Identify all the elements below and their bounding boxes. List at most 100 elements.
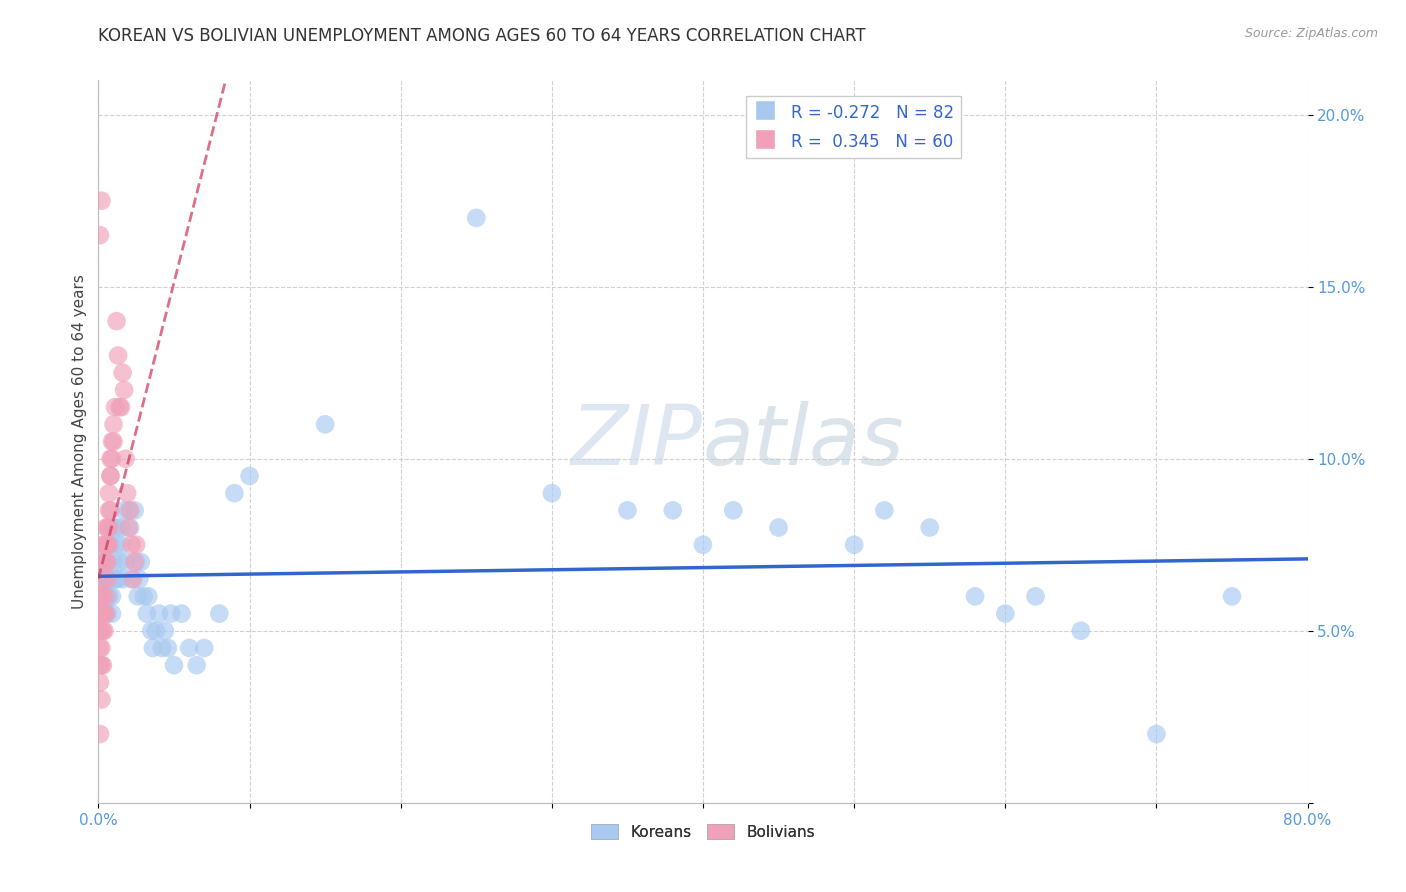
Point [98,486,121,500]
Point [96,572,118,586]
Text: ZIP: ZIP [571,401,703,482]
Point [90,590,112,604]
Point [94,590,117,604]
Point [121,538,143,552]
Point [135,607,157,621]
Point [616,503,638,517]
Point [93,607,115,621]
Point [91,538,114,552]
Point [142,640,165,655]
Point [90,692,112,706]
Point [104,400,127,414]
Point [100,469,122,483]
Point [96,520,118,534]
Point [145,624,167,638]
Point [465,211,488,225]
Point [114,451,136,466]
Point [128,572,150,586]
Point [918,520,941,534]
Point [179,640,201,655]
Point [91,555,114,569]
Point [692,538,714,552]
Point [160,607,183,621]
Point [90,607,112,621]
Point [90,658,112,673]
Point [1220,590,1243,604]
Point [1144,727,1167,741]
Point [118,520,141,534]
Text: atlas: atlas [703,401,904,482]
Point [101,607,124,621]
Point [163,658,186,673]
Point [96,555,118,569]
Point [186,658,208,673]
Point [125,538,148,552]
Point [98,538,121,552]
Point [96,607,118,621]
Point [94,538,117,552]
Point [124,503,146,517]
Point [89,675,111,690]
Point [108,555,131,569]
Point [132,590,155,604]
Point [103,417,125,432]
Point [89,607,111,621]
Point [156,640,179,655]
Point [104,572,127,586]
Point [101,434,124,449]
Point [90,572,112,586]
Point [89,590,111,604]
Point [124,555,146,569]
Point [89,624,111,638]
Text: KOREAN VS BOLIVIAN UNEMPLOYMENT AMONG AGES 60 TO 64 YEARS CORRELATION CHART: KOREAN VS BOLIVIAN UNEMPLOYMENT AMONG AG… [98,27,866,45]
Point [90,624,112,638]
Point [314,417,336,432]
Point [100,451,122,466]
Point [91,572,114,586]
Point [723,503,745,517]
Point [114,555,136,569]
Point [91,590,114,604]
Text: Source: ZipAtlas.com: Source: ZipAtlas.com [1244,27,1378,40]
Point [98,520,121,534]
Point [111,366,134,380]
Point [98,590,121,604]
Point [150,640,173,655]
Point [112,383,135,397]
Point [98,503,121,517]
Point [91,590,114,604]
Point [148,607,170,621]
Point [103,572,125,586]
Point [118,503,141,517]
Point [93,572,115,586]
Point [873,503,896,517]
Point [239,469,262,483]
Point [89,590,111,604]
Point [112,503,135,517]
Point [100,572,122,586]
Point [121,572,143,586]
Point [540,486,562,500]
Point [107,349,129,363]
Point [89,572,111,586]
Point [93,624,115,638]
Point [93,607,115,621]
Point [120,520,142,534]
Point [994,607,1017,621]
Point [115,486,138,500]
Point [208,607,231,621]
Point [100,469,122,483]
Point [224,486,246,500]
Point [170,607,193,621]
Point [141,624,163,638]
Point [110,400,132,414]
Point [89,640,111,655]
Point [100,503,122,517]
Point [125,555,148,569]
Point [98,572,121,586]
Point [107,572,129,586]
Point [110,520,132,534]
Point [90,640,112,655]
Point [96,572,118,586]
Point [90,194,112,208]
